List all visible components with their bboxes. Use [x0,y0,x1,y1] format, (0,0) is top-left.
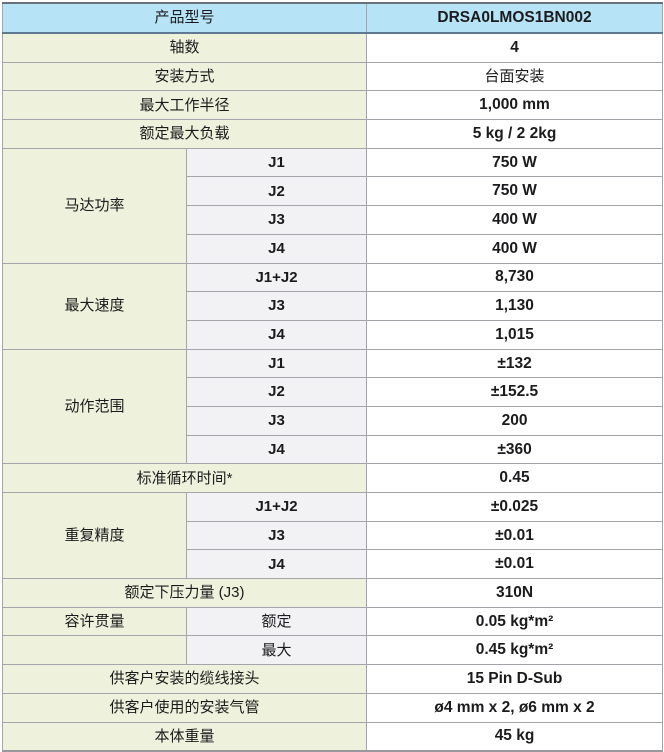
label-cell: 额定最大负载 [1,119,368,149]
table-row: 供客户安装的缆线接头 15 Pin D-Sub [1,664,664,694]
sub-cell: J3 [185,205,368,235]
table-row: J2 ±152.5 [3,377,664,407]
group-label-cell: 重复精度 [2,491,187,580]
table-row: J3 200 [3,405,664,436]
table-row: 本体重量 45 kg [1,721,664,752]
table-row: 动作范围 J1 ±132 [2,348,664,465]
value-cell: 0.45 kg*m² [366,635,664,666]
table-row: 额定下压力量 (J3) 310N [1,578,664,608]
header-label-cell: 产品型号 [1,2,368,34]
table-header-row: 产品型号 DRSA0LMOS1BN002 [1,2,664,34]
table-row: J4 ±0.01 [3,549,664,580]
table-row: J3 1,130 [3,291,664,321]
value-cell: 400 W [366,205,664,235]
value-cell: 1,015 [366,319,664,350]
value-cell: ø4 mm x 2, ø6 mm x 2 [366,692,664,723]
value-cell: 200 [366,405,664,436]
sub-cell: J3 [185,520,368,551]
table-row: 标准循环时间* 0.45 [1,463,664,493]
value-cell: 15 Pin D-Sub [366,664,664,694]
table-row: 容许贯量 额定 0.05 kg*m² [2,606,664,637]
sub-cell: 额定 [185,606,368,637]
value-cell: ±0.025 [366,492,664,522]
sub-cell: J1+J2 [185,262,368,293]
table-row: 重复精度 J1+J2 ±0.025 [2,491,664,580]
table-row: 额定最大负载 5 kg / 2 2kg [1,119,664,149]
sub-cell: J3 [185,291,368,321]
table-row: 马达功率 J1 750 W [2,147,664,264]
value-cell: ±152.5 [366,377,664,407]
label-cell: 安装方式 [1,61,368,92]
label-cell: 轴数 [1,32,368,63]
table-row: J3 ±0.01 [3,520,664,551]
value-cell: 0.45 [366,463,664,493]
value-cell: 0.05 kg*m² [366,606,664,637]
table-row: J4 400 W [3,233,664,264]
label-cell: 供客户使用的安装气管 [1,692,368,723]
value-cell: 8,730 [366,262,664,293]
table-row: 轴数 4 [1,32,664,63]
value-cell: 4 [366,32,664,63]
sub-cell: J1 [185,348,368,379]
label-cell: 容许贯量 [2,606,187,637]
label-cell: 本体重量 [1,721,368,752]
value-cell: 1,130 [366,291,664,321]
table-row: J2 750 W [3,176,664,207]
value-cell: 45 kg [366,721,664,752]
value-cell: ±132 [366,348,664,379]
table-row: 安装方式 台面安装 [1,61,664,92]
sub-cell: J2 [185,377,368,407]
table-row: 最大速度 J1+J2 8,730 [2,262,664,350]
value-cell: 5 kg / 2 2kg [366,119,664,149]
sub-cell: J4 [185,319,368,350]
table-row: 最大 0.45 kg*m² [2,635,664,666]
sub-cell: 最大 [185,635,368,666]
sub-cell: J1+J2 [185,492,368,522]
value-cell: 310N [366,578,664,608]
table-row: 供客户使用的安装气管 ø4 mm x 2, ø6 mm x 2 [1,692,664,723]
table-row: J4 ±360 [3,434,664,465]
value-cell: 400 W [366,233,664,264]
sub-cell: J2 [185,176,368,207]
value-cell: ±0.01 [366,549,664,580]
value-cell: 台面安装 [366,61,664,92]
sub-cell: J4 [185,549,368,580]
value-cell: ±360 [366,434,664,465]
table-row: J3 400 W [3,205,664,235]
header-value-cell: DRSA0LMOS1BN002 [366,2,664,34]
value-cell: 750 W [366,147,664,178]
group-label-cell: 马达功率 [2,147,187,264]
label-cell-empty [2,635,187,666]
value-cell: ±0.01 [366,520,664,551]
group-label-cell: 动作范围 [2,348,187,465]
label-cell: 标准循环时间* [1,463,368,493]
table-row: J4 1,015 [3,319,664,350]
group-label-cell: 最大速度 [2,262,187,350]
sub-cell: J4 [185,233,368,264]
sub-cell: J1 [185,147,368,178]
table-row: 最大工作半径 1,000 mm [1,90,664,121]
label-cell: 供客户安装的缆线接头 [1,664,368,694]
value-cell: 750 W [366,176,664,207]
sub-cell: J4 [185,434,368,465]
value-cell: 1,000 mm [366,90,664,121]
label-cell: 额定下压力量 (J3) [1,578,368,608]
label-cell: 最大工作半径 [1,90,368,121]
sub-cell: J3 [185,405,368,436]
